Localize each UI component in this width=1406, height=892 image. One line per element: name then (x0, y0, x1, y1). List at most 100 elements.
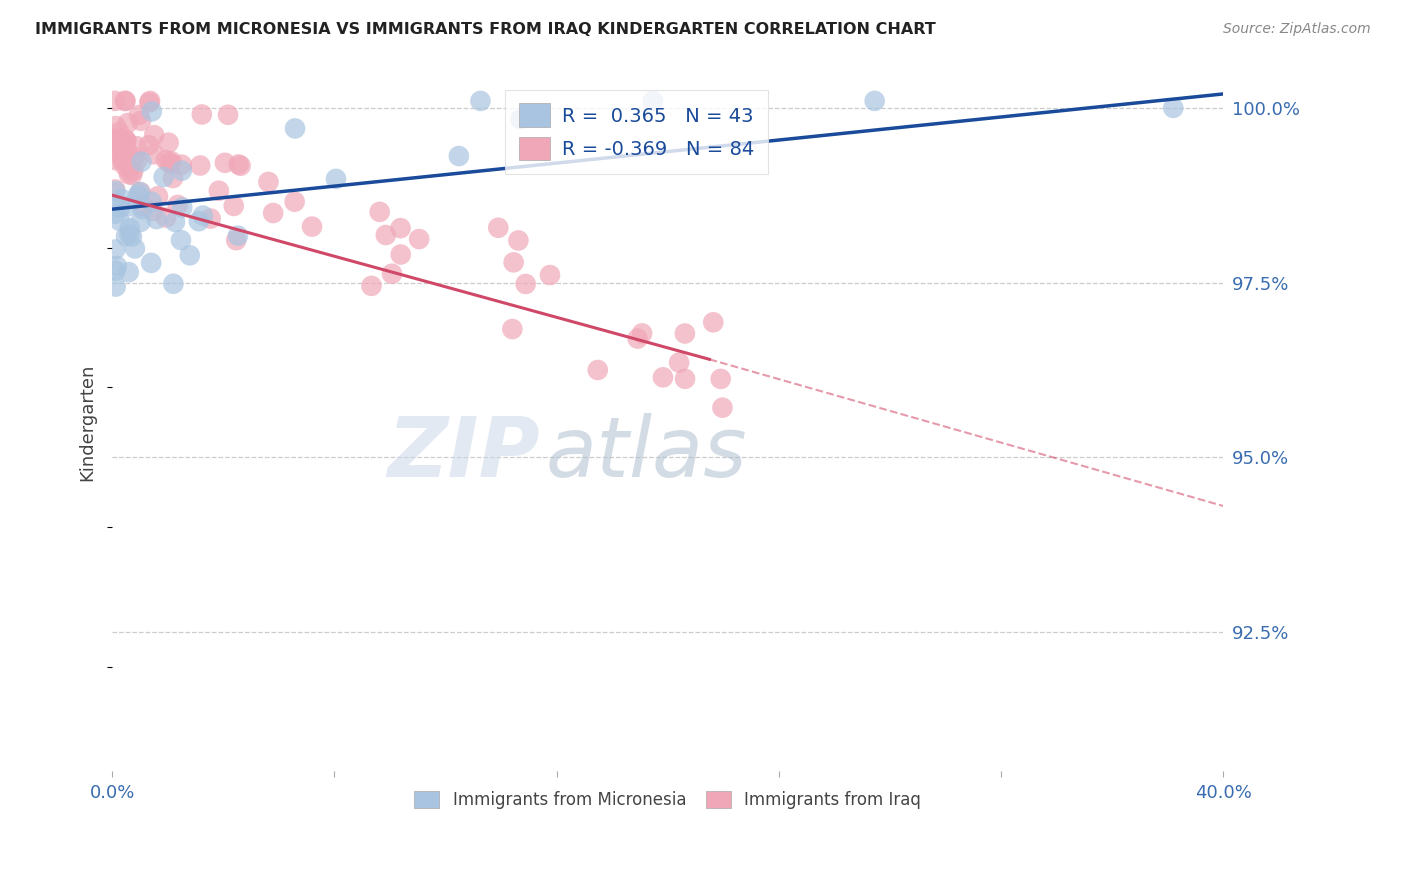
Point (187, 214, 209, 228)
Point (127, 188, 149, 202)
Point (170, 163, 193, 178)
Point (641, 94, 664, 108)
Point (863, 94, 886, 108)
Point (179, 248, 201, 262)
Point (502, 255, 524, 269)
Point (114, 133, 136, 147)
Point (129, 215, 152, 229)
Point (586, 363, 609, 377)
Point (509, 112, 531, 127)
Point (157, 136, 180, 150)
Point (200, 211, 222, 226)
Text: ZIP: ZIP (388, 413, 540, 494)
Point (172, 201, 194, 215)
Point (155, 211, 177, 225)
Point (163, 215, 186, 229)
Point (104, 243, 127, 257)
Point (115, 134, 138, 148)
Point (125, 139, 148, 153)
Point (325, 172, 347, 186)
Point (108, 214, 131, 228)
Point (121, 229, 143, 244)
Point (652, 370, 675, 384)
Point (155, 153, 177, 167)
Point (131, 154, 153, 169)
Point (143, 128, 166, 143)
Point (117, 163, 139, 178)
Point (117, 199, 139, 213)
Point (222, 199, 245, 213)
Point (214, 156, 236, 170)
Point (160, 154, 183, 169)
Point (110, 201, 132, 215)
Point (111, 153, 134, 168)
Point (108, 131, 131, 145)
Point (105, 140, 128, 154)
Point (111, 152, 134, 166)
Text: IMMIGRANTS FROM MICRONESIA VS IMMIGRANTS FROM IRAQ KINDERGARTEN CORRELATION CHAR: IMMIGRANTS FROM MICRONESIA VS IMMIGRANTS… (35, 22, 936, 37)
Point (257, 175, 280, 189)
Point (360, 278, 382, 293)
Point (104, 94, 127, 108)
Point (508, 234, 530, 248)
Point (132, 199, 155, 213)
Point (143, 147, 166, 161)
Point (1161, 101, 1184, 115)
Point (486, 220, 509, 235)
Point (217, 108, 239, 122)
Point (118, 227, 141, 242)
Point (124, 150, 146, 164)
Point (122, 163, 145, 178)
Point (191, 209, 214, 223)
Point (118, 265, 141, 279)
Point (284, 194, 307, 209)
Point (128, 108, 150, 122)
Point (111, 192, 134, 206)
Point (104, 184, 127, 198)
Point (105, 259, 128, 273)
Point (162, 277, 184, 291)
Point (166, 198, 188, 212)
Point (114, 94, 136, 108)
Text: atlas: atlas (546, 413, 747, 494)
Point (114, 133, 136, 147)
Point (447, 149, 470, 163)
Point (131, 202, 153, 216)
Point (146, 189, 169, 203)
Point (191, 107, 214, 121)
Point (381, 267, 404, 281)
Point (262, 206, 284, 220)
Point (104, 207, 127, 221)
Point (711, 401, 734, 415)
Point (170, 158, 193, 172)
Point (284, 121, 307, 136)
Point (129, 113, 152, 128)
Point (538, 268, 561, 282)
Point (141, 256, 163, 270)
Point (145, 212, 167, 227)
Point (105, 134, 128, 148)
Point (115, 229, 138, 244)
Point (226, 228, 249, 243)
Point (228, 157, 250, 171)
Point (138, 138, 160, 153)
Point (408, 232, 430, 246)
Point (139, 94, 162, 108)
Point (374, 227, 396, 242)
Point (118, 221, 141, 235)
Point (125, 153, 148, 168)
Point (104, 263, 127, 277)
Point (160, 156, 183, 170)
Point (128, 185, 150, 199)
Point (470, 94, 492, 108)
Point (129, 185, 152, 199)
Point (112, 158, 135, 172)
Point (515, 277, 537, 291)
Point (117, 116, 139, 130)
Point (104, 132, 127, 146)
Legend: Immigrants from Micronesia, Immigrants from Iraq: Immigrants from Micronesia, Immigrants f… (408, 784, 928, 815)
Point (229, 159, 252, 173)
Point (141, 104, 163, 119)
Point (108, 125, 131, 139)
Point (668, 355, 690, 369)
